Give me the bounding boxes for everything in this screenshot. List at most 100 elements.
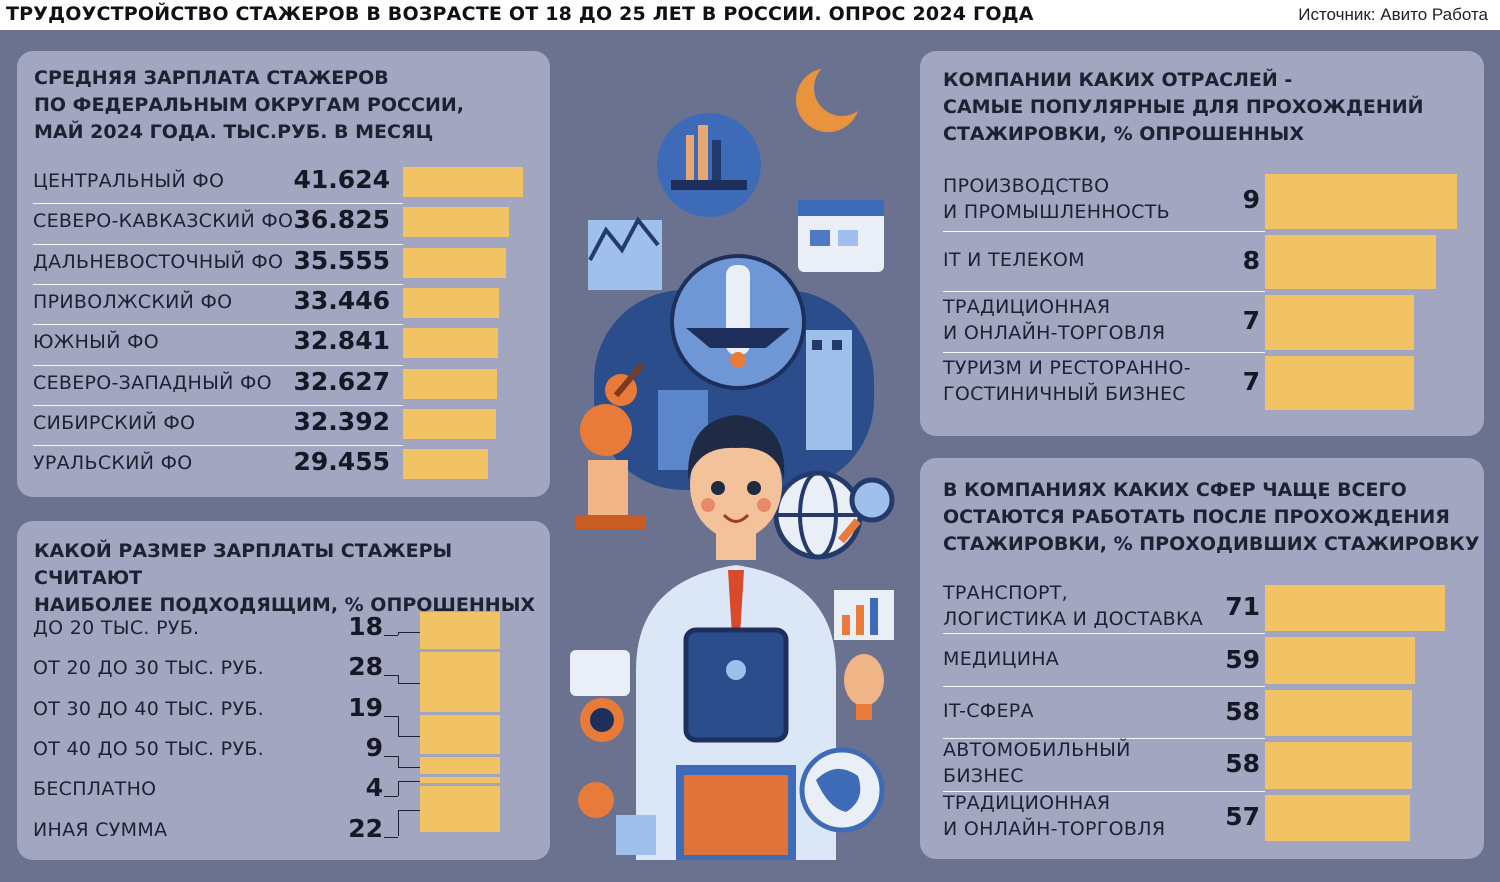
- value-label: 7: [1242, 366, 1260, 396]
- magnifier-icon: [837, 477, 895, 544]
- leader-line: [398, 781, 420, 783]
- leader-line: [398, 683, 420, 685]
- row-separator: [943, 738, 1265, 740]
- category-label: ТУРИЗМ И РЕСТОРАННО-: [943, 356, 1191, 379]
- value-label: 29.455: [293, 447, 390, 477]
- value-label: 58: [1225, 697, 1260, 726]
- bar: [1265, 295, 1415, 350]
- bar: [1265, 234, 1436, 289]
- category-label: ОТ 30 ДО 40 ТЫС. РУБ.: [33, 697, 264, 720]
- value-label: 32.627: [293, 366, 390, 396]
- leader-line: [398, 632, 399, 635]
- value-label: 59: [1225, 644, 1260, 674]
- bar: [1265, 689, 1413, 737]
- row-separator: [943, 685, 1265, 687]
- value-label: 32.841: [293, 326, 390, 356]
- leader-line: [384, 715, 398, 717]
- calendar-icon: [798, 200, 884, 272]
- category-label: И ПРОМЫШЛЕННОСТЬ: [943, 201, 1170, 224]
- row-separator: [943, 351, 1265, 353]
- leader-line: [398, 735, 420, 737]
- category-label: БИЗНЕС: [943, 765, 1024, 788]
- header-bar: ТРУДОУСТРОЙСТВО СТАЖЕРОВ В ВОЗРАСТЕ ОТ 1…: [0, 0, 1500, 30]
- city-globe-icon: [657, 113, 761, 217]
- tablet-icon: [683, 627, 789, 743]
- leader-line: [398, 755, 399, 767]
- bar: [403, 207, 510, 238]
- globe-icon: [773, 470, 863, 560]
- category-label: ЮЖНЫЙ ФО: [33, 331, 159, 354]
- leader-line: [398, 766, 420, 768]
- leader-line: [384, 755, 398, 757]
- value-label: 19: [348, 692, 383, 722]
- value-label: 58: [1225, 749, 1260, 779]
- category-label: И ОНЛАЙН-ТОРГОВЛЯ: [943, 817, 1166, 840]
- source-note: Источник: Авито Работа: [1298, 5, 1488, 24]
- bar-segment: [420, 714, 500, 754]
- category-label: СИБИРСКИЙ ФО: [33, 411, 196, 434]
- row-separator: [33, 364, 403, 366]
- value-label: 9: [1242, 185, 1260, 215]
- leader-line: [384, 635, 398, 636]
- value-label: 57: [1225, 801, 1260, 831]
- bar: [1265, 355, 1415, 410]
- value-label: 35.555: [293, 245, 390, 275]
- leader-line: [398, 810, 399, 837]
- bar: [1265, 637, 1415, 684]
- leader-line: [384, 836, 398, 838]
- row-separator: [943, 633, 1265, 635]
- row-separator: [33, 445, 403, 447]
- row-separator: [33, 404, 403, 406]
- category-label: АВТОМОБИЛЬНЫЙ: [943, 739, 1131, 762]
- bar-segment: [420, 652, 500, 712]
- leader-line: [398, 781, 399, 797]
- row-separator: [943, 230, 1265, 232]
- bar: [1265, 742, 1413, 789]
- value-label: 71: [1225, 592, 1260, 622]
- category-label: СЕВЕРО-КАВКАЗСКИЙ ФО: [33, 210, 294, 233]
- earth-icon: [799, 747, 885, 833]
- guitar-icon: [605, 362, 645, 406]
- bar-segment: [420, 785, 500, 832]
- chart-icon: [588, 216, 662, 290]
- category-label: ПРОИЗВОДСТВО: [943, 175, 1110, 198]
- category-label: И ОНЛАЙН-ТОРГОВЛЯ: [943, 322, 1166, 345]
- category-label: ГОСТИНИЧНЫЙ БИЗНЕС: [943, 382, 1186, 405]
- lightbulb-icon: [844, 654, 884, 720]
- page-title: ТРУДОУСТРОЙСТВО СТАЖЕРОВ В ВОЗРАСТЕ ОТ 1…: [6, 3, 1034, 25]
- category-label: ТРАНСПОРТ,: [943, 582, 1068, 605]
- preferred-salary-panel: КАКОЙ РАЗМЕР ЗАРПЛАТЫ СТАЖЕРЫ СЧИТАЮТ НА…: [17, 521, 550, 860]
- category-label: УРАЛЬСКИЙ ФО: [33, 452, 193, 475]
- category-label: ТРАДИЦИОННАЯ: [943, 296, 1111, 319]
- bar-segment: [420, 777, 500, 783]
- category-label: БЕСПЛАТНО: [33, 778, 157, 801]
- leader-line: [398, 632, 420, 634]
- salary-by-district-panel: СРЕДНЯЯ ЗАРПЛАТА СТАЖЕРОВ ПО ФЕДЕРАЛЬНЫМ…: [17, 51, 550, 497]
- chart-title: КАКОЙ РАЗМЕР ЗАРПЛАТЫ СТАЖЕРЫ СЧИТАЮТ НА…: [34, 540, 536, 616]
- category-label: ОТ 20 ДО 30 ТЫС. РУБ.: [33, 657, 264, 680]
- chart-title: СРЕДНЯЯ ЗАРПЛАТА СТАЖЕРОВ ПО ФЕДЕРАЛЬНЫМ…: [34, 67, 464, 143]
- bar-segment: [420, 756, 500, 774]
- leader-line: [384, 796, 398, 798]
- bar: [403, 287, 500, 318]
- row-separator: [943, 291, 1265, 292]
- value-label: 33.446: [293, 285, 390, 315]
- microscope-icon: [576, 404, 646, 529]
- row-separator: [33, 324, 403, 326]
- category-label: ДАЛЬНЕВОСТОЧНЫЙ ФО: [33, 250, 284, 273]
- value-label: 7: [1242, 306, 1260, 336]
- bar: [403, 167, 523, 197]
- moon-icon: [796, 60, 870, 132]
- category-label: IT-СФЕРА: [943, 700, 1034, 722]
- value-label: 22: [348, 813, 383, 843]
- leader-line: [384, 675, 398, 677]
- chart-title: КОМПАНИИ КАКИХ ОТРАСЛЕЙ - САМЫЕ ПОПУЛЯРН…: [943, 69, 1424, 145]
- category-label: ЛОГИСТИКА И ДОСТАВКА: [943, 608, 1204, 631]
- leader-line: [398, 715, 399, 736]
- bar: [403, 368, 498, 399]
- value-label: 41.624: [293, 165, 390, 194]
- value-label: 8: [1242, 245, 1260, 275]
- bar: [1265, 794, 1410, 841]
- central-illustration: [570, 60, 895, 860]
- cup-icon: [578, 782, 656, 855]
